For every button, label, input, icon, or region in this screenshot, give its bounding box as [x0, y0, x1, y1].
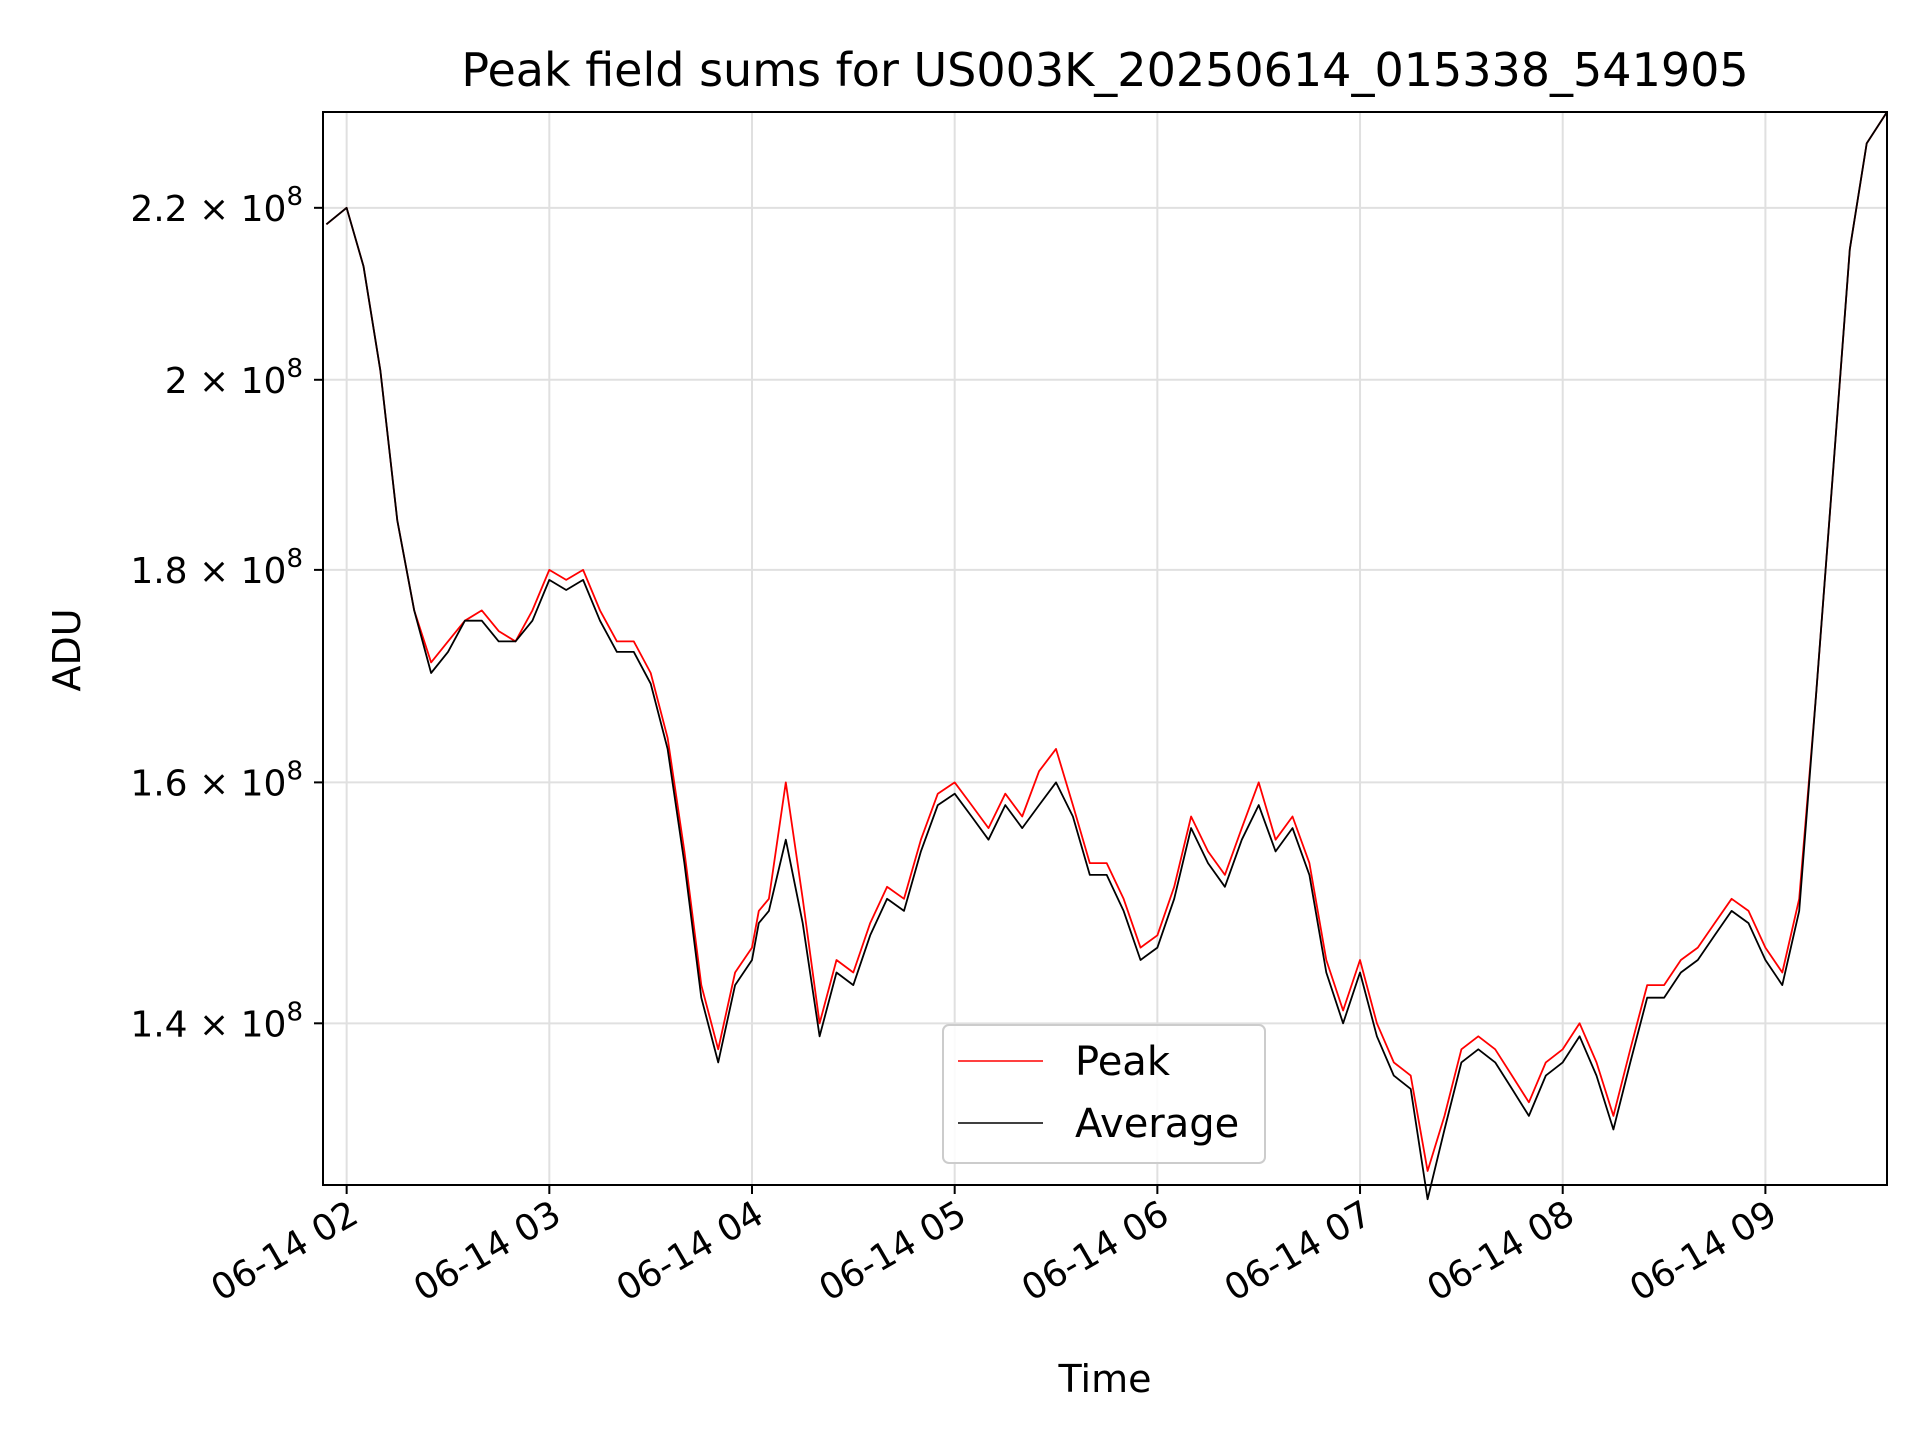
y-tick-label: 2.2 × 108 [130, 182, 303, 230]
y-tick-label: 1.6 × 108 [130, 756, 303, 804]
chart-title: Peak field sums for US003K_20250614_0153… [461, 43, 1748, 97]
series-line-peak [325, 111, 1888, 1172]
y-tick-label: 2 × 108 [165, 354, 303, 402]
legend: Peak Average [942, 1024, 1266, 1164]
legend-box [942, 1024, 1266, 1164]
legend-peak-label: Peak [1075, 1039, 1171, 1085]
plot-frame [322, 111, 1888, 1186]
x-axis-label: Time [1058, 1357, 1152, 1401]
y-axis-label: ADU [45, 608, 89, 691]
y-tick-label: 1.4 × 108 [130, 997, 303, 1045]
series-line-average [325, 111, 1888, 1201]
legend-average-label: Average [1075, 1101, 1239, 1147]
series-layer [325, 111, 1888, 1201]
y-axis-ticks: 1.4 × 108 1.6 × 108 1.8 × 108 2 × 108 2.2 × … [130, 182, 323, 1045]
y-tick-label: 1.8 × 108 [130, 544, 303, 592]
